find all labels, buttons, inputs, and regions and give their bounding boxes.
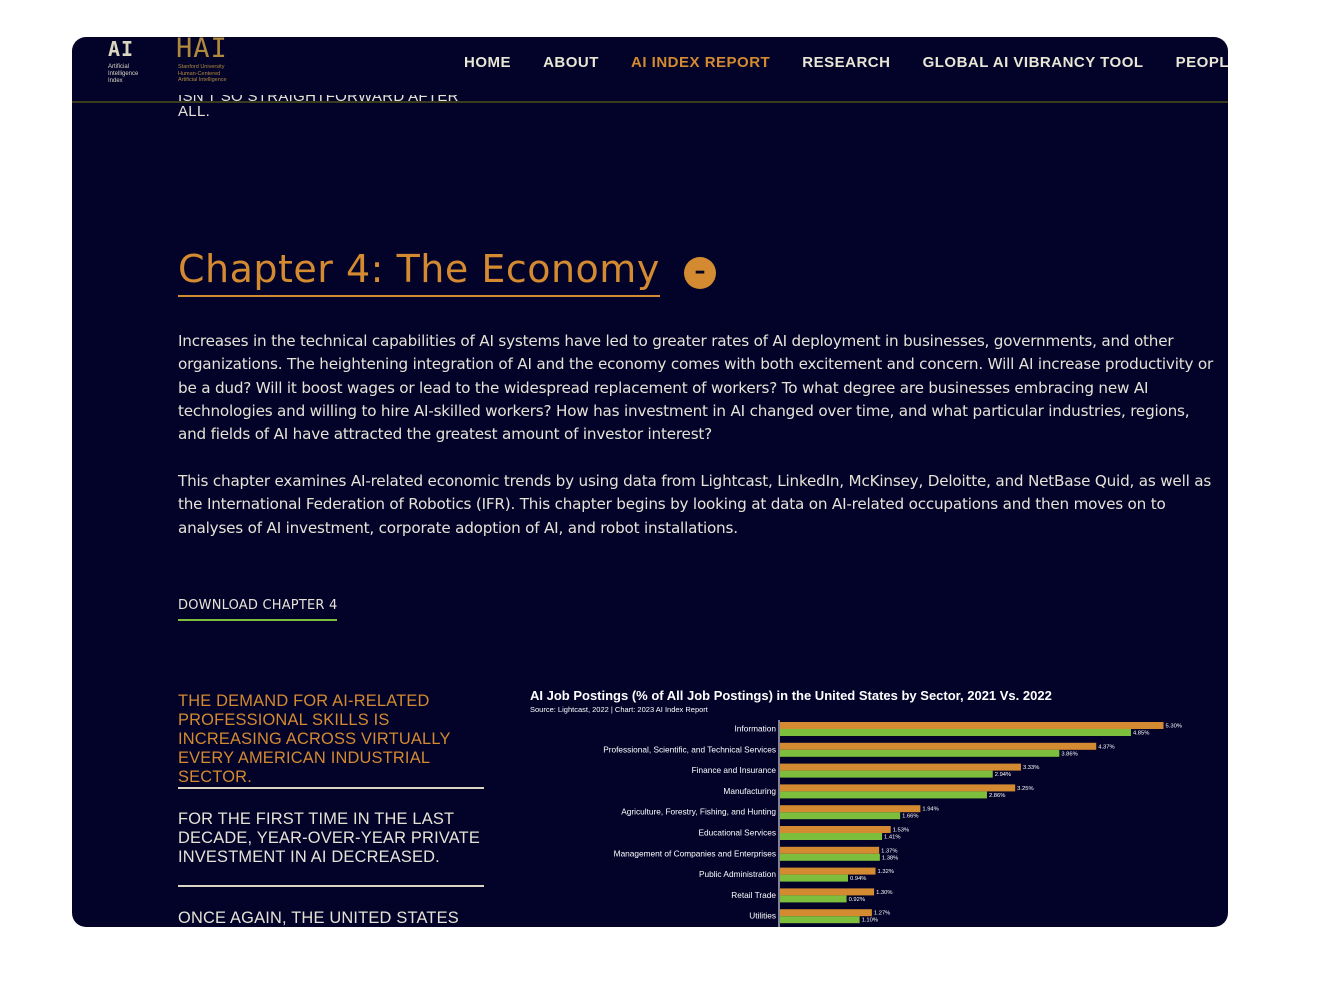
chart-data-label-2021: 1.66% xyxy=(902,814,918,820)
chart-bar-2021 xyxy=(780,833,883,840)
chart-bar-2021 xyxy=(780,729,1131,736)
site-header: AI Artificial Intelligence Index HAI Sta… xyxy=(72,37,1228,103)
chart-bar-2021 xyxy=(780,749,1060,757)
chart-category-label: Retail Trade xyxy=(731,890,776,900)
nav-ai-index-report[interactable]: AI INDEX REPORT xyxy=(631,54,771,71)
chart-bar-2022 xyxy=(780,867,876,875)
chart-plot: Information 5.30% 4.85% Professional, Scien… xyxy=(603,720,1182,927)
chart-category-label: Educational Services xyxy=(699,828,776,838)
chart-bar-2021 xyxy=(780,916,860,924)
chart-category-label: Professional, Scientific, and Technical … xyxy=(603,744,776,754)
chart-category-label: Manufacturing xyxy=(723,786,776,796)
chart-bar-2021 xyxy=(780,853,880,861)
chart-bar-2021 xyxy=(780,874,849,882)
chart-bar-2021 xyxy=(780,895,847,903)
chart-bar-2022 xyxy=(780,763,1021,771)
chart-data-label-2022: 1.32% xyxy=(878,869,894,875)
ai-job-postings-chart: AI Job Postings (% of All Job Postings) … xyxy=(530,688,1220,927)
nav-about[interactable]: ABOUT xyxy=(543,54,599,71)
chart-data-label-2021: 1.38% xyxy=(882,855,898,861)
chart-data-label-2021: 0.94% xyxy=(850,876,866,882)
chapter-title: Chapter 4: The Economy xyxy=(178,247,660,297)
ai-index-logo[interactable]: AI Artificial Intelligence Index xyxy=(106,37,150,91)
scrolled-heading-fragment: ISN'T SO STRAIGHTFORWARD AFTER ALL. xyxy=(178,95,458,120)
highlight-investment-decrease[interactable]: FOR THE FIRST TIME IN THE LAST DECADE, Y… xyxy=(178,810,481,866)
chart-data-label-2022: 1.30% xyxy=(876,890,892,896)
chart-category-label: Agriculture, Forestry, Fishing, and Hunt… xyxy=(621,807,776,817)
chart-data-label-2022: 1.27% xyxy=(874,911,890,917)
chart-data-label-2022: 3.33% xyxy=(1023,765,1039,771)
chart-data-label-2021: 0.92% xyxy=(849,897,865,903)
hai-logo-mark: HAI xyxy=(176,37,228,64)
chart-bar-2022 xyxy=(780,722,1164,729)
chapter-intro-paragraph: Increases in the technical capabilities … xyxy=(178,332,1214,444)
chart-bar-2022 xyxy=(780,805,921,813)
nav-research[interactable]: RESEARCH xyxy=(802,54,891,71)
chart-category-label: Utilities xyxy=(749,911,776,921)
chart-data-label-2021: 1.10% xyxy=(862,918,878,924)
highlight-skills-demand[interactable]: THE DEMAND FOR AI-RELATED PROFESSIONAL S… xyxy=(178,692,451,786)
chart-data-label-2021: 3.86% xyxy=(1061,751,1077,757)
chart-bar-2022 xyxy=(780,826,891,833)
highlight-divider xyxy=(178,885,484,887)
collapse-button[interactable]: – xyxy=(684,257,716,289)
chart-bar-2021 xyxy=(780,770,993,778)
ai-index-logo-mark: AI xyxy=(108,37,135,61)
chart-bar-2022 xyxy=(780,784,1016,792)
chart-source: Source: Lightcast, 2022 | Chart: 2023 AI… xyxy=(530,705,708,714)
chart-data-label-2022: 3.25% xyxy=(1017,786,1033,792)
chart-data-label-2022: 5.30% xyxy=(1166,724,1182,730)
highlight-divider xyxy=(178,787,484,789)
hai-logo-text: Stanford University Human-Centered Artif… xyxy=(178,64,227,83)
chart-data-label-2021: 2.94% xyxy=(995,772,1011,778)
chart-bar-2021 xyxy=(780,791,987,799)
chart-data-label-2021: 1.41% xyxy=(884,835,900,841)
chart-data-label-2022: 1.94% xyxy=(922,807,938,813)
chart-title: AI Job Postings (% of All Job Postings) … xyxy=(530,688,1052,703)
hai-logo[interactable]: HAI Stanford University Human-Centered A… xyxy=(176,37,246,93)
page-frame: AI Artificial Intelligence Index HAI Sta… xyxy=(72,37,1228,927)
chart-data-label-2022: 1.53% xyxy=(893,828,909,834)
chart-data-label-2022: 1.37% xyxy=(881,848,897,854)
chart-category-label: Information xyxy=(734,724,776,734)
nav-people[interactable]: PEOPLE xyxy=(1175,54,1228,71)
download-chapter-link[interactable]: DOWNLOAD CHAPTER 4 xyxy=(178,598,338,621)
highlight-united-states[interactable]: ONCE AGAIN, THE UNITED STATES xyxy=(178,909,459,927)
nav-home[interactable]: HOME xyxy=(464,54,511,71)
chart-category-label: Management of Companies and Enterprises xyxy=(614,848,776,858)
ai-index-logo-text: Artificial Intelligence Index xyxy=(108,64,139,84)
chart-data-label-2022: 4.37% xyxy=(1098,744,1114,750)
nav-global-ai-vibrancy-tool[interactable]: GLOBAL AI VIBRANCY TOOL xyxy=(922,54,1144,71)
chart-category-label: Public Administration xyxy=(699,869,776,879)
chart-data-label-2021: 4.85% xyxy=(1133,731,1149,737)
chart-bar-2022 xyxy=(780,888,875,896)
chart-data-label-2021: 2.86% xyxy=(989,793,1005,799)
chart-bar-2022 xyxy=(780,742,1097,750)
chart-bar-2021 xyxy=(780,812,901,820)
chart-bar-2022 xyxy=(780,909,872,917)
chapter-scope-paragraph: This chapter examines AI-related economi… xyxy=(178,472,1212,537)
chart-bar-2022 xyxy=(780,846,880,854)
main-nav: HOME ABOUT AI INDEX REPORT RESEARCH GLOB… xyxy=(464,52,1228,71)
chart-category-label: Finance and Insurance xyxy=(692,765,777,775)
